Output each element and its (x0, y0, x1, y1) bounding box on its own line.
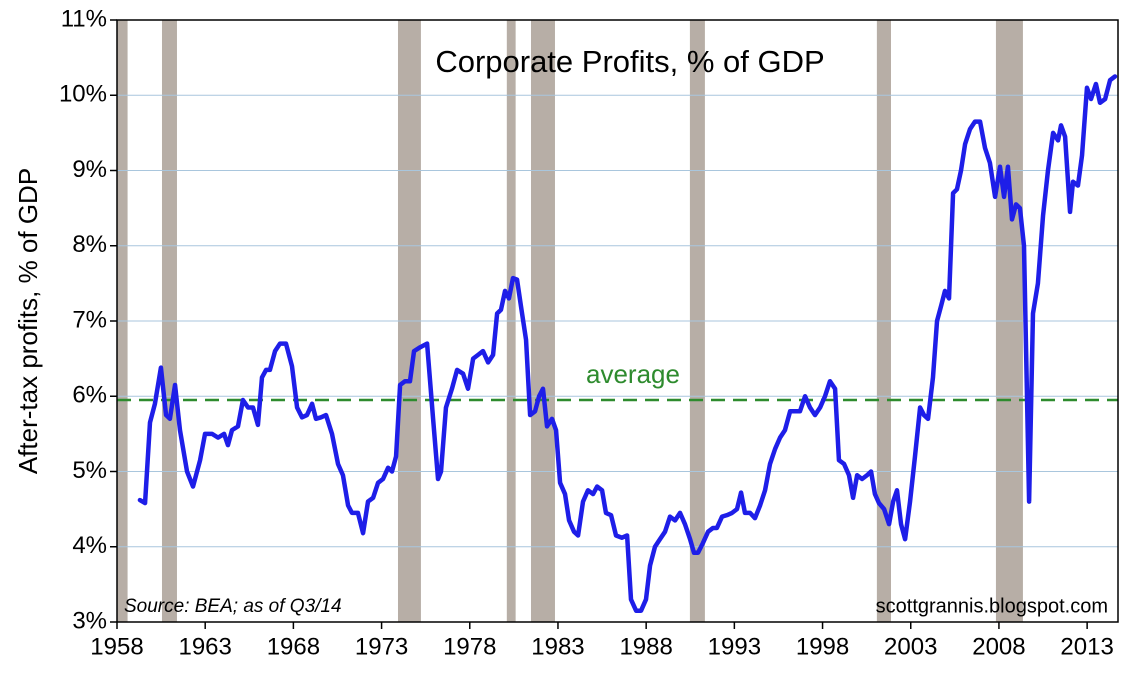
data-line (137, 74, 1118, 613)
x-tick-label: 1963 (178, 633, 231, 660)
x-tick-label: 1983 (531, 633, 584, 660)
x-tick-label: 1993 (708, 633, 761, 660)
grid (117, 19, 1118, 623)
credit: scottgrannis.blogspot.com (876, 595, 1108, 617)
x-tick-label: 1973 (355, 633, 408, 660)
marks (117, 74, 1118, 613)
y-tick-label: 9% (72, 156, 107, 183)
x-tick-label: 2013 (1060, 633, 1113, 660)
x-tick-label: 2003 (884, 633, 937, 660)
chart-title: Corporate Profits, % of GDP (435, 44, 824, 79)
y-tick-label: 5% (72, 457, 107, 484)
average-label: average (586, 359, 680, 389)
y-tick-label: 4% (72, 532, 107, 559)
y-axis-label: After-tax profits, % of GDP (13, 168, 43, 474)
x-tick-label: 1958 (90, 633, 143, 660)
x-tick-label: 1998 (796, 633, 849, 660)
x-tick-label: 1968 (267, 633, 320, 660)
x-tick-label: 1988 (619, 633, 672, 660)
y-tick-label: 10% (59, 81, 107, 108)
y-tick-label: 6% (72, 382, 107, 409)
y-tick-label: 7% (72, 306, 107, 333)
y-tick-label: 11% (61, 5, 107, 32)
x-tick-label: 1978 (443, 633, 496, 660)
x-tick-label: 2008 (972, 633, 1025, 660)
y-tick-label: 3% (72, 607, 107, 634)
source-note: Source: BEA; as of Q3/14 (124, 596, 342, 617)
y-tick-label: 8% (72, 231, 107, 258)
